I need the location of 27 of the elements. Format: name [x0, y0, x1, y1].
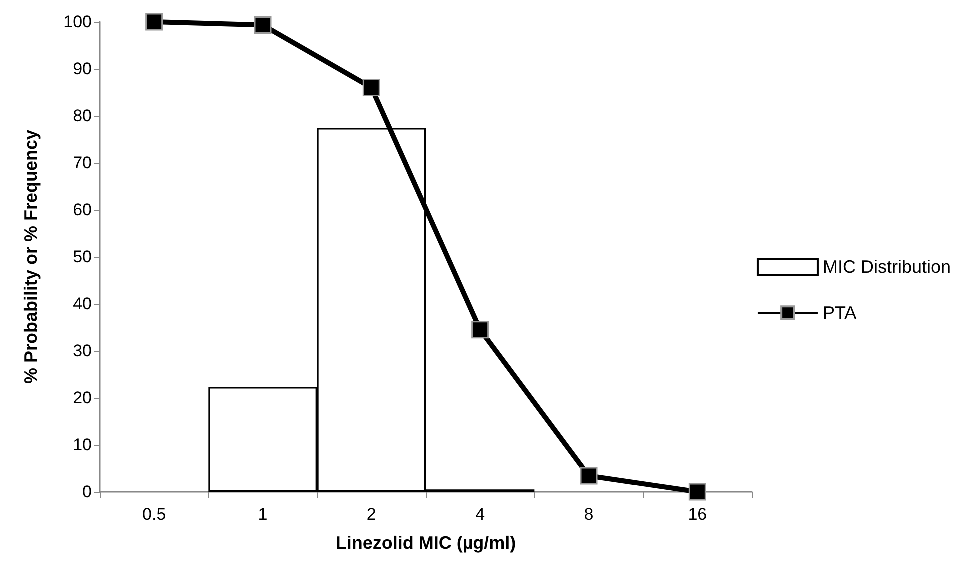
y-tick-label: 80 [73, 106, 92, 126]
y-tick-label: 50 [73, 248, 92, 266]
y-tick-label: 40 [73, 294, 92, 314]
y-tick-label: 100 [64, 12, 92, 32]
legend-label: PTA [822, 303, 857, 323]
x-tick-label: 8 [584, 505, 594, 524]
y-tick-label: 0 [82, 482, 92, 502]
point [362, 79, 380, 97]
x-axis-title: Linezolid MIC (µg/ml) [336, 533, 516, 553]
y-axis-title: % Probability or % Frequency [21, 130, 41, 384]
y-tick-label: 30 [73, 342, 92, 360]
point [472, 321, 490, 339]
point [580, 467, 598, 485]
y-tick-label: 20 [73, 388, 92, 408]
x-tick-label: 0.5 [142, 505, 166, 524]
x-tick-label: 2 [366, 505, 376, 524]
y-tick-label: 10 [73, 436, 92, 454]
point [688, 483, 706, 501]
point [146, 13, 164, 31]
y-tick-label: 90 [73, 60, 92, 78]
point [254, 16, 272, 34]
x-tick-label: 16 [688, 505, 708, 524]
y-tick-label: 60 [73, 200, 92, 220]
legend-label: MIC Distribution [822, 257, 951, 277]
x-tick-label: 4 [476, 505, 486, 524]
y-tick-label: 70 [73, 154, 92, 172]
x-tick-label: 1 [258, 505, 268, 524]
